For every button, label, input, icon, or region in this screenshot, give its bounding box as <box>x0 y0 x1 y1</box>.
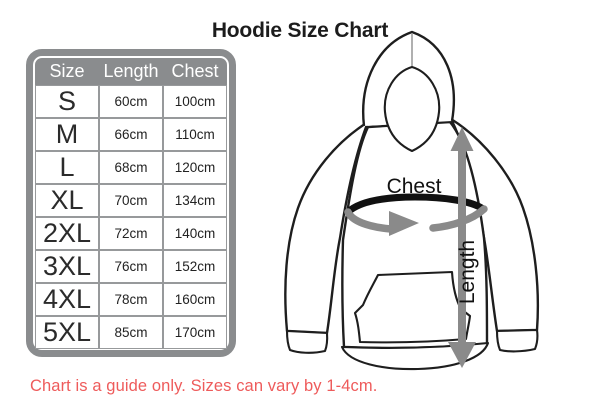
chest-label: Chest <box>387 175 442 198</box>
length-cell: 78cm <box>99 283 163 316</box>
size-cell: L <box>35 151 99 184</box>
size-table: Size Length Chest S 60cm 100cm M 66cm 11… <box>26 49 236 357</box>
hood-face-opening <box>383 65 441 153</box>
length-arrow-up-head <box>450 127 474 151</box>
chest-cell: 170cm <box>163 316 227 349</box>
length-cell: 72cm <box>99 217 163 250</box>
chest-arc-back <box>344 193 487 216</box>
chest-cell: 160cm <box>163 283 227 316</box>
size-cell: 2XL <box>35 217 99 250</box>
hoodie-left-cuff <box>285 329 329 354</box>
column-header-size: Size <box>35 58 99 85</box>
length-cell: 85cm <box>99 316 163 349</box>
size-cell: M <box>35 118 99 151</box>
chest-cell: 152cm <box>163 250 227 283</box>
size-cell: XL <box>35 184 99 217</box>
hoodie-hem-band <box>340 341 490 371</box>
chest-cell: 134cm <box>163 184 227 217</box>
chest-arc-front-right <box>429 205 488 232</box>
length-cell: 76cm <box>99 250 163 283</box>
length-cell: 68cm <box>99 151 163 184</box>
chest-cell: 140cm <box>163 217 227 250</box>
length-label: Length <box>456 240 479 304</box>
chest-arrow-head <box>389 211 419 236</box>
chest-cell: 110cm <box>163 118 227 151</box>
column-header-chest: Chest <box>163 58 227 85</box>
hoodie-right-cuff <box>495 328 539 353</box>
chest-cell: 100cm <box>163 85 227 118</box>
disclaimer-note: Chart is a guide only. Sizes can vary by… <box>30 377 378 395</box>
length-cell: 70cm <box>99 184 163 217</box>
size-cell: S <box>35 85 99 118</box>
page-title: Hoodie Size Chart <box>211 19 389 42</box>
length-cell: 60cm <box>99 85 163 118</box>
size-cell: 5XL <box>35 316 99 349</box>
size-cell: 4XL <box>35 283 99 316</box>
chest-arc-front-left <box>344 208 395 233</box>
column-header-length: Length <box>99 58 163 85</box>
size-cell: 3XL <box>35 250 99 283</box>
chest-cell: 120cm <box>163 151 227 184</box>
size-table-grid: Size Length Chest S 60cm 100cm M 66cm 11… <box>35 58 227 349</box>
length-cell: 66cm <box>99 118 163 151</box>
length-arrow-down-head <box>448 342 476 368</box>
